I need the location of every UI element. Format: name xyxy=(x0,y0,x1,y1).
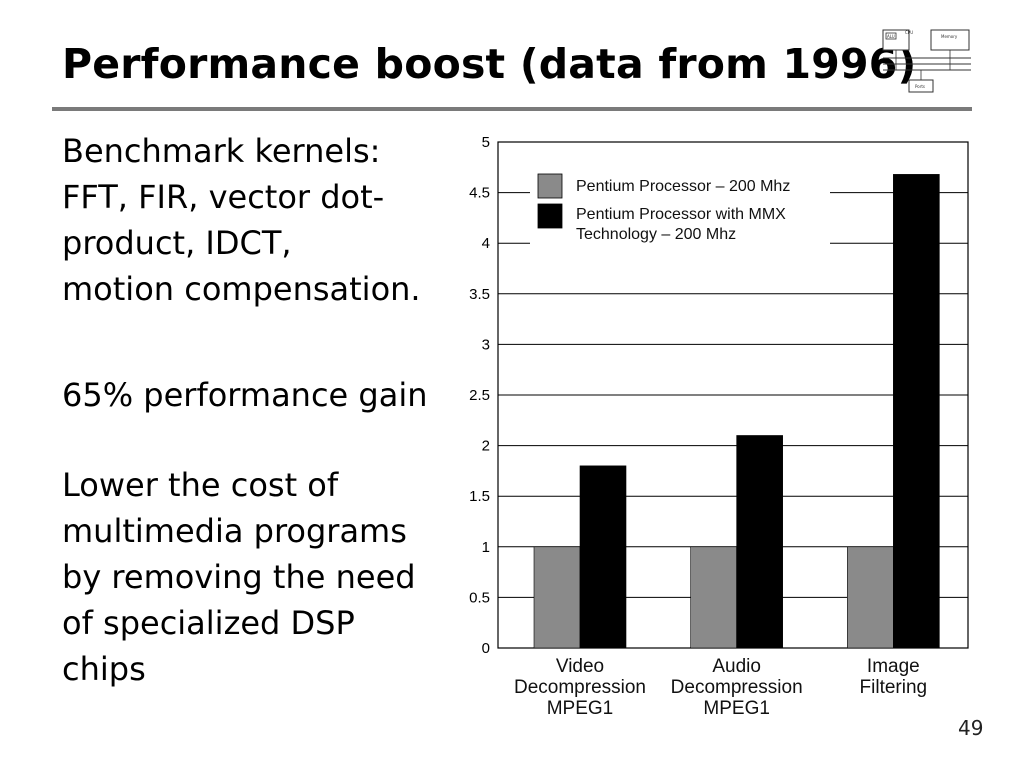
category-label: MPEG1 xyxy=(703,698,770,719)
y-tick-label: 3 xyxy=(482,336,490,353)
slide-title: Performance boost (data from 1996) xyxy=(62,40,917,88)
bullet-benchmark: Benchmark kernels: FFT, FIR, vector dot-… xyxy=(62,128,462,312)
bullet-line: chips xyxy=(62,650,146,688)
legend-label: Pentium Processor – 200 Mhz xyxy=(576,178,790,195)
legend-label: Technology – 200 Mhz xyxy=(576,226,736,243)
y-tick-label: 5 xyxy=(482,134,490,151)
y-tick-label: 2 xyxy=(482,438,490,455)
y-tick-label: 0 xyxy=(482,640,490,657)
y-tick-label: 3.5 xyxy=(469,286,490,303)
bullet-line: Benchmark kernels: xyxy=(62,132,381,170)
bullet-line: 65% performance gain xyxy=(62,376,428,414)
y-tick-label: 1 xyxy=(482,539,490,556)
bullet-cost: Lower the cost of multimedia programs by… xyxy=(62,462,462,692)
category-label: Image xyxy=(867,656,920,677)
bar-series-1 xyxy=(533,546,581,649)
category-label: MPEG1 xyxy=(547,698,614,719)
bar-series-2 xyxy=(893,174,940,649)
bullet-line: Lower the cost of xyxy=(62,466,339,504)
logo-ports-label: Ports xyxy=(915,84,925,89)
category-label: Filtering xyxy=(860,677,928,698)
category-label: Decompression xyxy=(671,677,803,698)
logo-alu-label: ALU xyxy=(887,34,895,39)
logo-memory-label: Memory xyxy=(941,34,958,39)
legend-label: Pentium Processor with MMX xyxy=(576,206,786,223)
legend-swatch xyxy=(537,203,563,229)
y-tick-label: 1.5 xyxy=(469,488,490,505)
category-label: Video xyxy=(556,656,604,677)
bar-series-1 xyxy=(690,546,737,649)
page-number: 49 xyxy=(958,716,984,740)
title-divider xyxy=(52,107,972,111)
bar-series-1 xyxy=(847,546,894,649)
bullet-line: FFT, FIR, vector dot- xyxy=(62,178,385,216)
category-label: Audio xyxy=(712,656,761,677)
bullet-line: by removing the need xyxy=(62,558,416,596)
y-tick-label: 4 xyxy=(482,235,490,252)
bullet-line: multimedia programs xyxy=(62,512,407,550)
computer-architecture-logo: ALU CPU Memory Ports xyxy=(882,29,971,93)
bar-series-2 xyxy=(579,465,627,649)
y-tick-label: 4.5 xyxy=(469,185,490,202)
bullet-line: product, IDCT, xyxy=(62,224,292,262)
bullet-line: of specialized DSP xyxy=(62,604,355,642)
bar-series-2 xyxy=(736,435,783,649)
performance-bar-chart: 00.511.522.533.544.55VideoDecompressionM… xyxy=(469,134,969,719)
bullet-line: motion compensation. xyxy=(62,270,421,308)
legend-swatch xyxy=(537,173,563,199)
category-label: Decompression xyxy=(514,677,646,698)
bullet-list: Benchmark kernels: FFT, FIR, vector dot-… xyxy=(62,128,462,692)
bullet-performance-gain: 65% performance gain xyxy=(62,372,462,418)
logo-cpu-label: CPU xyxy=(905,30,913,35)
legend-box xyxy=(530,168,830,272)
y-tick-label: 2.5 xyxy=(469,387,490,404)
y-tick-label: 0.5 xyxy=(469,589,490,606)
